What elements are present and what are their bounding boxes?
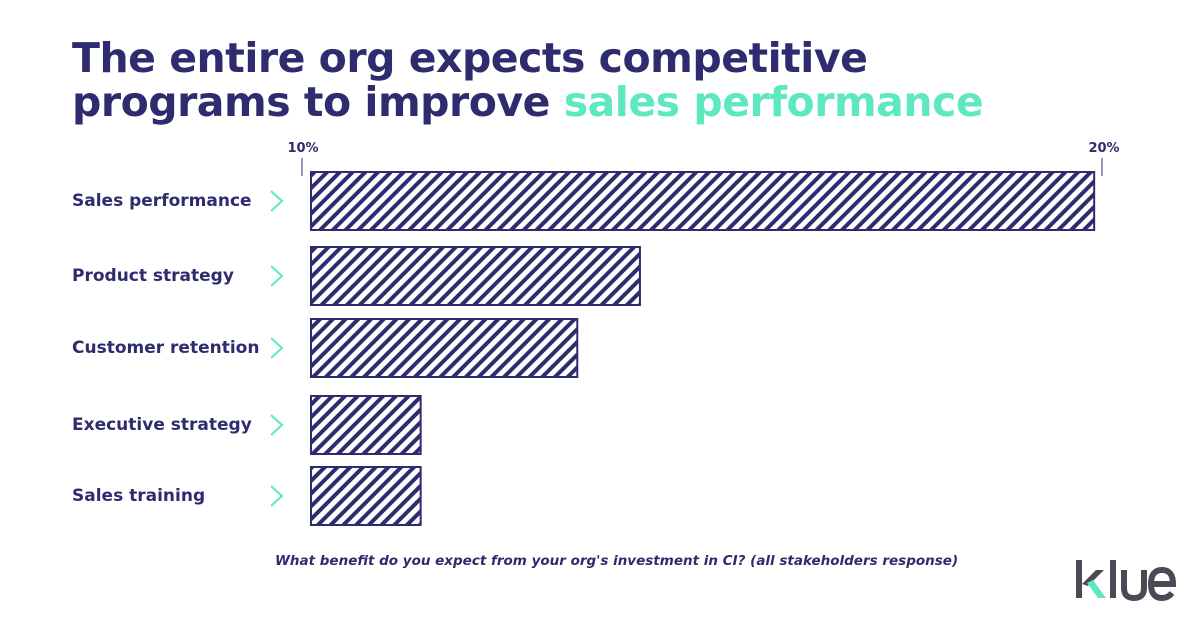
bar-executive-strategy bbox=[310, 395, 422, 455]
bar-sales-performance bbox=[310, 171, 1096, 231]
x-axis-ticks bbox=[301, 158, 1103, 176]
title-line-2-highlight: sales performance bbox=[563, 78, 984, 126]
x-tick-label: 20% bbox=[1088, 141, 1120, 156]
category-label: Executive strategy bbox=[72, 415, 252, 435]
category-label: Product strategy bbox=[72, 266, 234, 286]
bar-sales-training bbox=[310, 466, 422, 526]
bar-product-strategy bbox=[310, 246, 641, 306]
title-line-2-prefix: programs to improve bbox=[72, 78, 564, 126]
chevron-right-icon bbox=[270, 485, 284, 507]
bars-group bbox=[310, 171, 1096, 526]
title-line-1: The entire org expects competitive bbox=[72, 34, 868, 82]
category-label: Sales training bbox=[72, 486, 206, 506]
chevron-right-icon bbox=[270, 337, 284, 359]
chevron-right-icon bbox=[270, 190, 284, 212]
x-tick-label: 10% bbox=[287, 141, 319, 156]
bar-customer-retention bbox=[310, 318, 579, 378]
klue-logo bbox=[1076, 560, 1177, 602]
chevron-right-icon bbox=[270, 414, 284, 436]
category-label: Customer retention bbox=[72, 338, 260, 358]
category-label: Sales performance bbox=[72, 191, 252, 211]
chevron-right-icon bbox=[270, 265, 284, 287]
chart-caption: What benefit do you expect from your org… bbox=[275, 553, 959, 569]
chart-title: The entire org expects competitive progr… bbox=[72, 34, 984, 126]
